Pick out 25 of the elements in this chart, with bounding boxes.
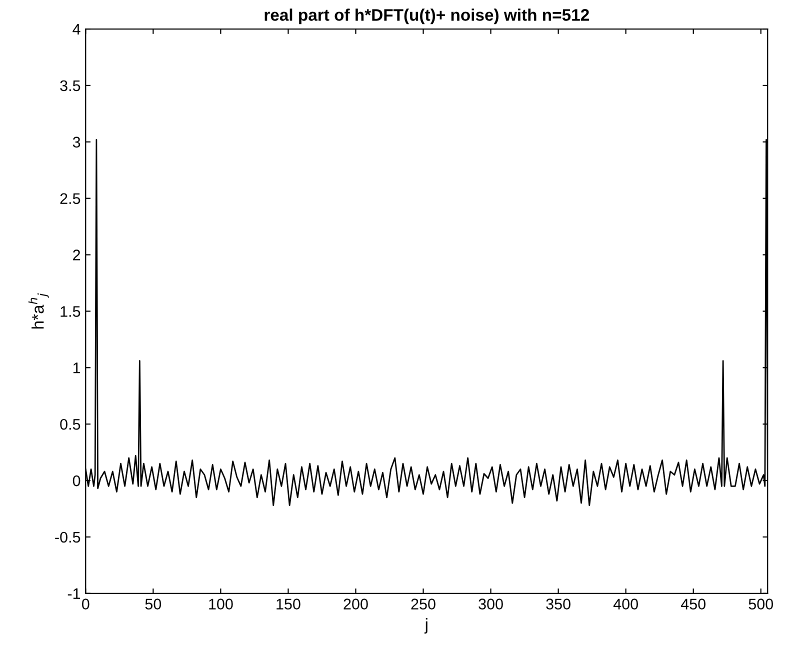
y-tick-label: 1.5 <box>60 306 80 317</box>
x-tick-label: 200 <box>344 598 368 610</box>
x-tick-label: 500 <box>748 598 774 610</box>
y-tick-label: -1 <box>68 588 80 599</box>
x-tick-label: 100 <box>209 598 233 610</box>
y-tick-label: 2.5 <box>60 193 80 204</box>
x-tick-label: 400 <box>613 598 638 610</box>
y-tick-label: 0 <box>72 475 80 486</box>
y-tick-label: 0.5 <box>60 418 80 430</box>
x-axis-title: j <box>424 618 428 634</box>
y-tick-label: 3 <box>72 136 80 148</box>
x-tick-label: 250 <box>411 598 436 610</box>
x-tick-label: 150 <box>276 598 300 610</box>
y-tick-label: 1 <box>73 362 80 374</box>
x-tick-label: 350 <box>546 598 570 610</box>
y-tick-label: -0.5 <box>55 532 80 543</box>
x-tick-label: 300 <box>478 598 503 610</box>
chart-title: real part of h*DFT(u(t)+ noise) with n=512 <box>264 8 589 24</box>
y-tick-label: 2 <box>73 250 80 260</box>
x-tick-label: 0 <box>82 598 90 610</box>
x-tick-label: 50 <box>145 598 162 610</box>
y-tick-label: 4 <box>72 24 80 35</box>
y-tick-label: 3.5 <box>60 80 80 92</box>
y-axis-title: h*a$^{h}$$_{j}$ <box>28 293 49 329</box>
x-tick-label: 450 <box>680 598 706 610</box>
